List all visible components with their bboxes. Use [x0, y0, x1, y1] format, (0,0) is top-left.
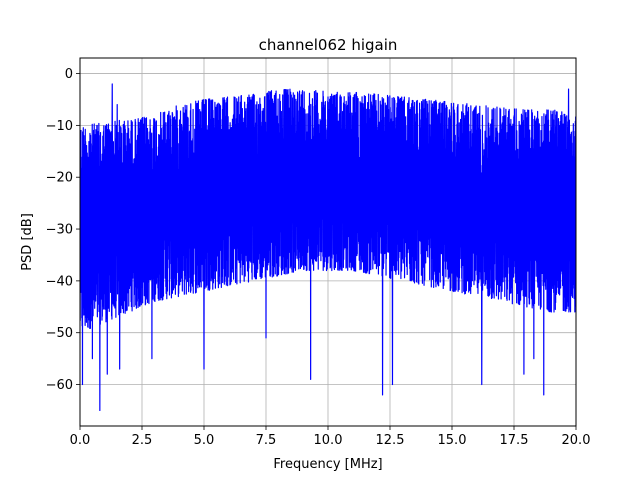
y-axis-label: PSD [dB] [20, 213, 35, 271]
psd-series [80, 83, 576, 412]
y-tick-label: −10 [46, 119, 73, 134]
psd-line [80, 83, 576, 412]
y-axis: 0 −10 −20 −30 −40 −50 −60 [46, 67, 80, 393]
x-tick-label: 0.0 [70, 433, 91, 448]
chart-title: channel062 higain [259, 36, 398, 54]
x-tick-label: 12.5 [376, 433, 405, 448]
y-tick-label: −20 [46, 171, 73, 186]
x-axis: 0.0 2.5 5.0 7.5 10.0 12.5 15.0 17.5 20.0 [70, 426, 591, 448]
x-tick-label: 2.5 [132, 433, 153, 448]
y-tick-label: 0 [65, 67, 73, 82]
x-tick-label: 17.5 [500, 433, 529, 448]
x-tick-label: 5.0 [194, 433, 215, 448]
y-tick-label: −30 [46, 223, 73, 238]
x-tick-label: 7.5 [256, 433, 277, 448]
y-tick-label: −50 [46, 326, 73, 341]
x-tick-label: 20.0 [562, 433, 591, 448]
y-tick-label: −40 [46, 274, 73, 289]
x-tick-label: 10.0 [314, 433, 343, 448]
y-tick-label: −60 [46, 378, 73, 393]
x-axis-label: Frequency [MHz] [273, 457, 382, 472]
x-tick-label: 15.0 [438, 433, 467, 448]
